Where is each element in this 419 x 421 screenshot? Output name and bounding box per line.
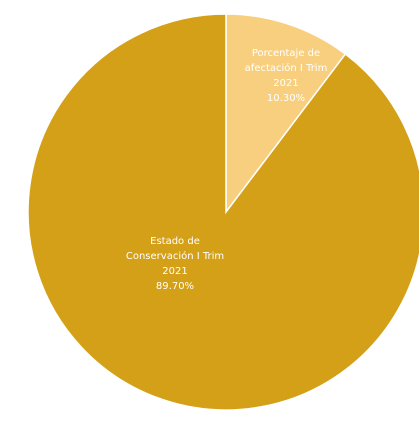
pie-slice-2 bbox=[27, 13, 419, 411]
pie-slice-label-line: Porcentaje de bbox=[252, 48, 320, 59]
pie-slice-label-line: Conservación I Trim bbox=[126, 250, 224, 262]
pie-slice-label-line: afectación I Trim bbox=[245, 62, 328, 74]
pie-slice-label-line: Estado de bbox=[150, 236, 200, 247]
pie-slice-label-line: 2021 bbox=[162, 266, 187, 277]
pie-slice-1 bbox=[225, 13, 347, 215]
pie-slice-value-label: 10.30% bbox=[267, 93, 305, 104]
pie-slice-label-2: Estado de Conservación I Trim 2021 89.70% bbox=[126, 236, 224, 292]
pie-slice-label-1: Porcentaje de afectación I Trim 2021 10.30% bbox=[245, 48, 328, 104]
pie-slice-value-label: 89.70% bbox=[156, 281, 194, 292]
pie-slice-label-line: 2021 bbox=[273, 78, 298, 89]
